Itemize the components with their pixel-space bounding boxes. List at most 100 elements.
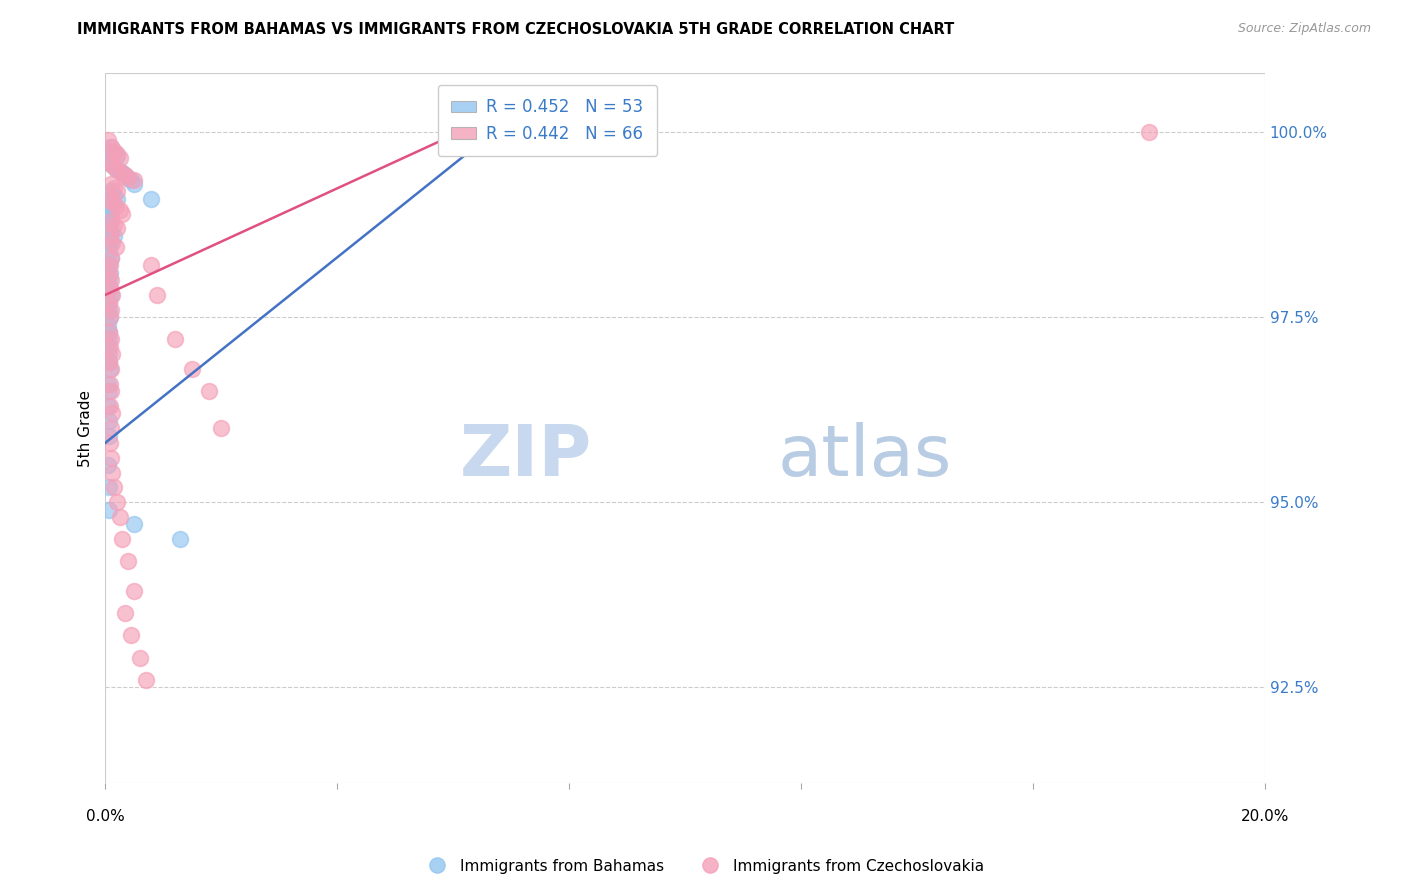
Point: [97, 458, 120, 473]
Point: [98, 280, 121, 294]
Point: [97, 244, 120, 258]
Point: [198, 384, 221, 399]
Point: [98, 310, 121, 325]
Y-axis label: 5th Grade: 5th Grade: [79, 390, 93, 467]
Point: [98, 195, 121, 210]
Point: [97, 399, 120, 413]
Point: [98, 259, 121, 273]
Point: [1137, 125, 1160, 139]
Point: [97, 354, 120, 368]
Point: [105, 221, 128, 235]
Point: [100, 211, 122, 225]
Point: [97, 266, 120, 280]
Point: [104, 199, 127, 213]
Point: [97, 221, 120, 235]
Point: [117, 171, 139, 186]
Point: [108, 151, 131, 165]
Point: [100, 288, 122, 302]
Point: [135, 673, 157, 687]
Text: Source: ZipAtlas.com: Source: ZipAtlas.com: [1237, 22, 1371, 36]
Point: [104, 240, 127, 254]
Point: [101, 159, 124, 173]
Point: [122, 177, 145, 191]
Point: [104, 162, 127, 177]
Legend: R = 0.452   N = 53, R = 0.442   N = 66: R = 0.452 N = 53, R = 0.442 N = 66: [439, 85, 657, 156]
Point: [98, 259, 121, 273]
Point: [111, 206, 134, 220]
Point: [111, 533, 134, 547]
Point: [117, 171, 139, 186]
Point: [100, 251, 122, 265]
Point: [98, 362, 121, 376]
Point: [98, 228, 121, 243]
Point: [98, 236, 121, 251]
Point: [100, 332, 122, 346]
Point: [98, 295, 121, 310]
Point: [98, 480, 121, 494]
Point: [98, 384, 121, 399]
Point: [108, 163, 131, 178]
Point: [103, 145, 125, 160]
Point: [105, 147, 128, 161]
Point: [98, 340, 121, 354]
Point: [101, 347, 124, 361]
Point: [98, 428, 121, 442]
Point: [98, 376, 121, 391]
Point: [97, 502, 120, 516]
Point: [169, 533, 191, 547]
Point: [98, 266, 121, 280]
Text: 20.0%: 20.0%: [1240, 809, 1289, 824]
Point: [100, 273, 122, 287]
Point: [114, 606, 136, 620]
Point: [122, 517, 145, 532]
Text: 0.0%: 0.0%: [86, 809, 125, 824]
Point: [128, 650, 150, 665]
Point: [114, 168, 136, 182]
Point: [120, 173, 142, 187]
Point: [97, 132, 120, 146]
Point: [98, 192, 121, 206]
Point: [100, 384, 122, 399]
Legend: Immigrants from Bahamas, Immigrants from Czechoslovakia: Immigrants from Bahamas, Immigrants from…: [416, 853, 990, 880]
Point: [103, 218, 125, 232]
Point: [98, 399, 121, 413]
Point: [97, 332, 120, 346]
Point: [97, 144, 120, 158]
Point: [97, 206, 120, 220]
Text: IMMIGRANTS FROM BAHAMAS VS IMMIGRANTS FROM CZECHOSLOVAKIA 5TH GRADE CORRELATION : IMMIGRANTS FROM BAHAMAS VS IMMIGRANTS FR…: [77, 22, 955, 37]
Text: ZIP: ZIP: [460, 422, 592, 491]
Point: [141, 192, 163, 206]
Point: [97, 302, 120, 317]
Point: [100, 251, 122, 265]
Point: [103, 188, 125, 202]
Point: [105, 185, 128, 199]
Point: [98, 280, 121, 294]
Point: [163, 332, 186, 346]
Point: [120, 628, 142, 642]
Point: [98, 347, 121, 361]
Point: [103, 480, 125, 494]
Point: [98, 310, 121, 325]
Point: [105, 192, 128, 206]
Point: [97, 340, 120, 354]
Point: [117, 554, 139, 568]
Point: [97, 318, 120, 332]
Point: [146, 288, 169, 302]
Point: [100, 185, 122, 199]
Point: [101, 466, 124, 480]
Point: [98, 154, 121, 169]
Point: [114, 168, 136, 182]
Point: [97, 414, 120, 428]
Point: [108, 202, 131, 217]
Point: [101, 195, 124, 210]
Point: [100, 140, 122, 154]
Point: [105, 495, 128, 509]
Point: [100, 362, 122, 376]
Point: [100, 214, 122, 228]
Point: [103, 144, 125, 158]
Text: atlas: atlas: [778, 422, 952, 491]
Point: [103, 228, 125, 243]
Point: [97, 273, 120, 287]
Point: [100, 177, 122, 191]
Point: [101, 159, 124, 173]
